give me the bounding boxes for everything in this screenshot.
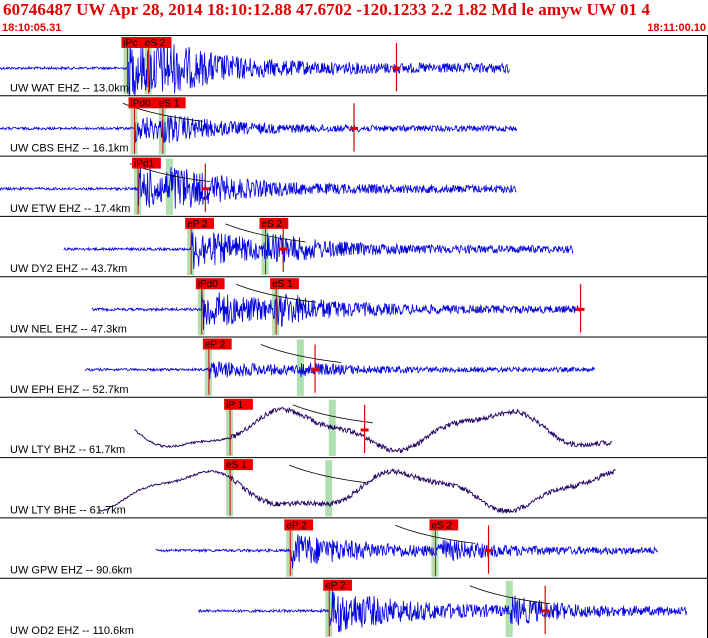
- pick-flag[interactable]: [195, 278, 225, 290]
- pick-label: iPd0: [131, 98, 151, 109]
- pick-flag[interactable]: [323, 579, 353, 591]
- pick-label: iPd0: [198, 279, 218, 290]
- waveform-trace: [98, 468, 616, 515]
- trace-row[interactable]: iPd1 UW ETW EHZ -- 17.4km: [0, 155, 708, 215]
- window-end-time: 18:11:00.10: [647, 22, 706, 34]
- trace-row[interactable]: iP 1 UW LTY BHZ -- 61.7km: [0, 396, 708, 456]
- station-label: UW ETW EHZ -- 17.4km: [10, 203, 130, 215]
- station-label: UW DY2 EHZ -- 43.7km: [10, 263, 127, 275]
- trace-row[interactable]: eP 2 UW EPH EHZ -- 52.7km: [0, 336, 708, 396]
- pick-label: eP 2: [325, 581, 346, 592]
- pick-flag[interactable]: [121, 37, 146, 48]
- pick-flag[interactable]: [224, 459, 253, 471]
- pick-flag[interactable]: [185, 217, 214, 229]
- pick-label: eS 1: [159, 98, 180, 109]
- trace-row[interactable]: iPd0 eS 1 UW NEL EHZ -- 47.3km: [0, 276, 708, 336]
- pick-flag[interactable]: [132, 157, 161, 169]
- trace-row[interactable]: eP 2 eS 2 UW GPW EHZ -- 90.6km: [0, 517, 708, 577]
- pick-flag[interactable]: [284, 519, 314, 531]
- travel-time-curve: [292, 404, 373, 424]
- station-label: UW GPW EHZ -- 90.6km: [10, 565, 132, 577]
- pick-flag[interactable]: [202, 338, 232, 350]
- travel-time-curve: [289, 464, 370, 484]
- station-label: UW CBS EHZ -- 16.1km: [10, 143, 129, 155]
- travel-time-curve: [260, 344, 341, 363]
- s-pick-window: [296, 339, 304, 396]
- station-label: UW LTY BHE -- 61.7km: [10, 504, 126, 516]
- pick-flag[interactable]: [270, 278, 299, 290]
- pick-flag[interactable]: [224, 398, 253, 410]
- travel-time-curve: [395, 525, 476, 544]
- pick-label: eP 2: [187, 219, 208, 230]
- pick-flag[interactable]: [128, 97, 158, 109]
- pick-flag[interactable]: [259, 217, 289, 229]
- trace-row[interactable]: eP 2 UW OD2 EHZ -- 110.6km: [0, 577, 708, 637]
- pick-flag[interactable]: [142, 37, 172, 48]
- pick-label: eP 2: [286, 520, 307, 531]
- waveform-trace: [63, 232, 574, 270]
- event-title: 60746487 UW Apr 28, 2014 18:10:12.88 47.…: [3, 0, 651, 19]
- pick-flag[interactable]: [429, 519, 459, 531]
- station-label: UW OD2 EHZ -- 110.6km: [10, 625, 134, 637]
- pick-label: eS 2: [145, 38, 166, 49]
- s-pick-window: [325, 460, 333, 517]
- pick-label: iPc: [123, 38, 137, 49]
- trace-row[interactable]: iPc eS 2 UW WAT EHZ -- 13.0km: [0, 35, 708, 96]
- window-start-time: 18:10:05.31: [2, 22, 62, 34]
- pick-flag[interactable]: [156, 97, 186, 109]
- travel-time-curve: [469, 585, 550, 605]
- event-header: 60746487 UW Apr 28, 2014 18:10:12.88 47.…: [0, 0, 708, 35]
- pick-label: eP 2: [205, 340, 226, 351]
- station-label: UW LTY BHZ -- 61.7km: [10, 444, 125, 456]
- pick-label: eS 2: [262, 219, 283, 230]
- waveform-trace: [155, 534, 659, 569]
- pick-label: iP 1: [226, 400, 243, 411]
- trace-row[interactable]: eS 1 UW LTY BHE -- 61.7km: [0, 457, 708, 517]
- waveform-trace: [91, 288, 581, 330]
- station-label: UW WAT EHZ -- 13.0km: [10, 82, 129, 94]
- trace-row[interactable]: eP 2 eS 2 UW DY2 EHZ -- 43.7km: [0, 215, 708, 276]
- travel-time-curve: [235, 283, 317, 303]
- waveform-trace: [0, 115, 517, 144]
- station-label: UW NEL EHZ -- 47.3km: [10, 324, 127, 336]
- waveform-trace: [0, 41, 510, 96]
- station-label: UW EPH EHZ -- 52.7km: [10, 384, 129, 396]
- pick-label: iPd1: [134, 159, 154, 170]
- s-pick-window: [505, 580, 513, 637]
- pick-label: eS 1: [226, 460, 247, 471]
- travel-time-curve: [225, 223, 306, 243]
- waveform-trace: [198, 587, 687, 633]
- pick-label: eS 2: [431, 520, 452, 531]
- waveform-trace: [134, 406, 613, 454]
- waveform-trace: [84, 361, 595, 380]
- waveform-trace: [0, 167, 517, 209]
- pick-label: eS 1: [272, 279, 293, 290]
- trace-row[interactable]: iPd0 eS 1 UW CBS EHZ -- 16.1km: [0, 95, 708, 155]
